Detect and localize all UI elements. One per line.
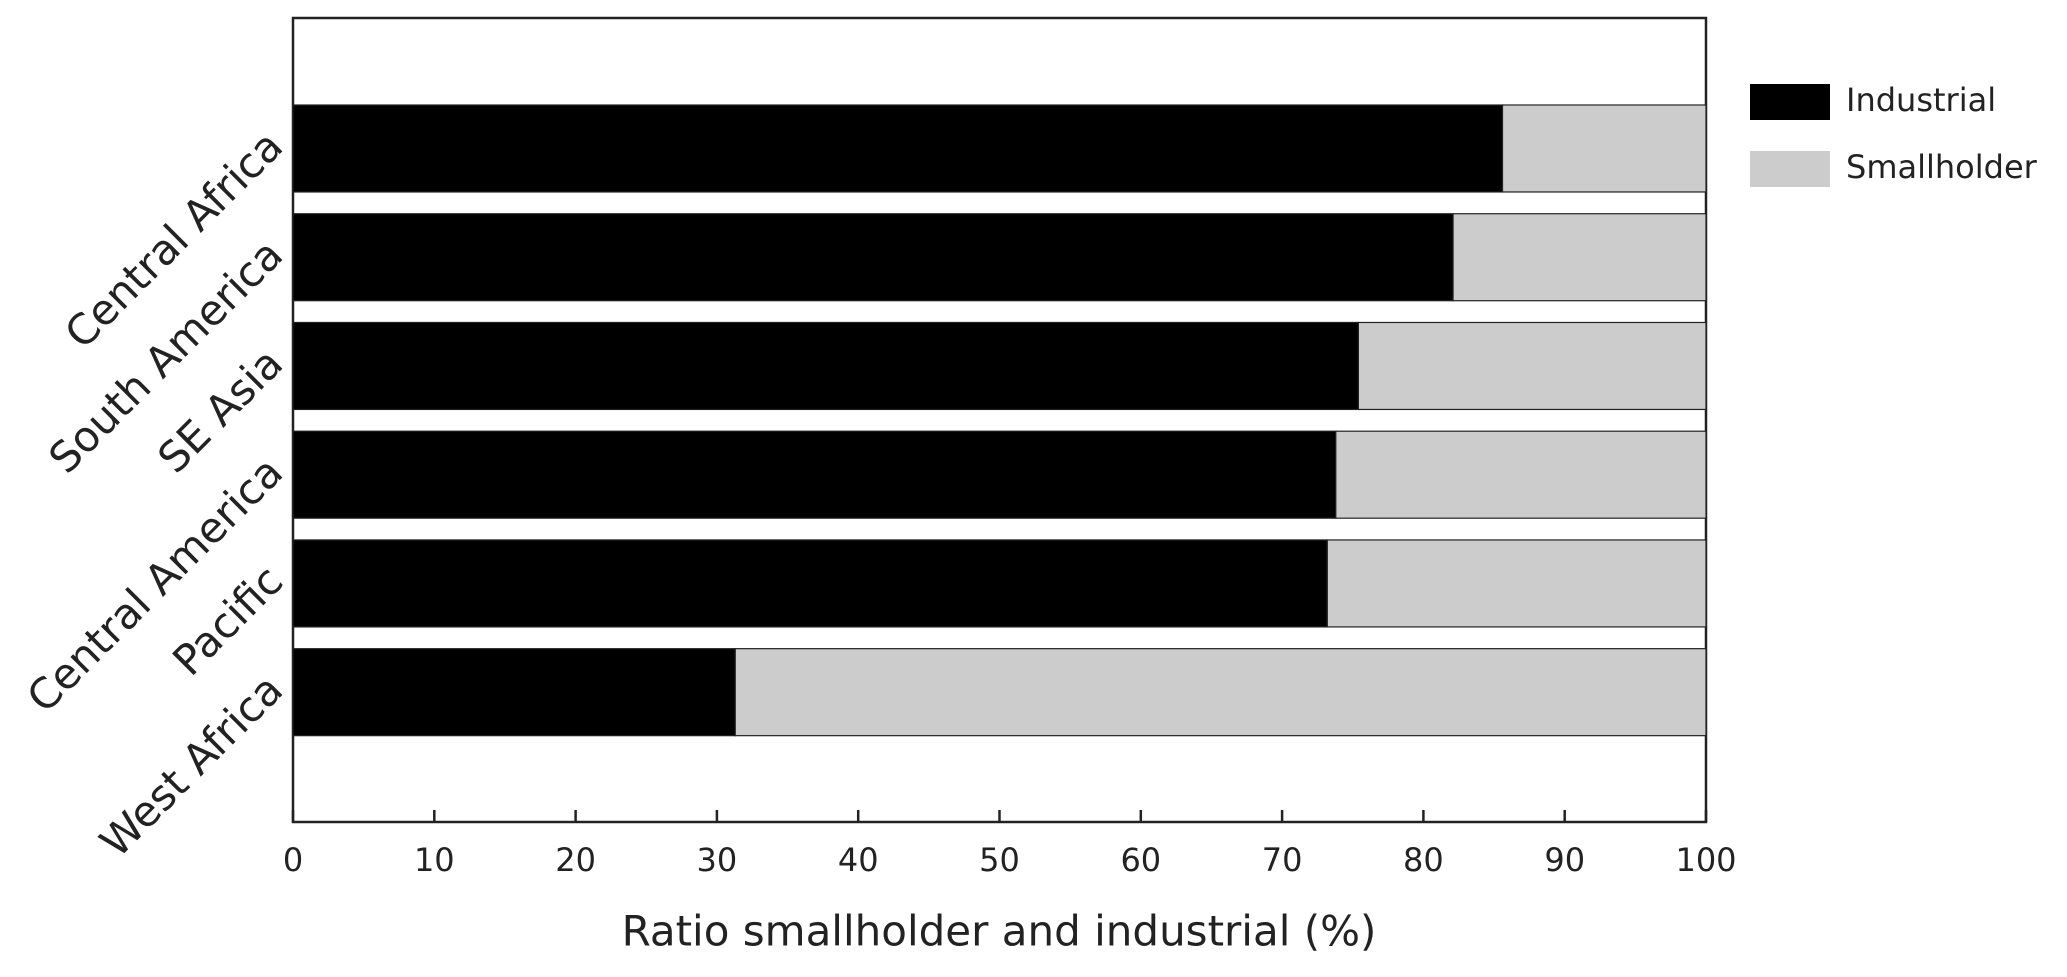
x-tick-label: 70 — [1262, 841, 1303, 879]
x-tick-label: 60 — [1120, 841, 1161, 879]
x-tick-label: 0 — [283, 841, 303, 879]
legend-label: Industrial — [1846, 81, 1996, 119]
bar-segment — [292, 213, 1454, 302]
legend-swatch — [1750, 84, 1830, 120]
bar-segment — [1335, 430, 1707, 519]
bar-segment — [292, 539, 1328, 628]
legend-swatch — [1750, 151, 1830, 187]
x-tick-label: 40 — [838, 841, 879, 879]
bar-segment — [292, 104, 1504, 193]
bar-segment — [1326, 539, 1707, 628]
bar-segment — [292, 321, 1360, 411]
x-tick-label: 100 — [1675, 841, 1736, 879]
bar-segment — [1357, 321, 1707, 411]
x-tick-label: 90 — [1544, 841, 1585, 879]
bar-segment — [1501, 104, 1707, 193]
x-tick-label: 50 — [979, 841, 1020, 879]
x-tick-label: 80 — [1403, 841, 1444, 879]
x-tick-label: 20 — [555, 841, 596, 879]
bar-segment — [1452, 213, 1707, 302]
bar-segment — [292, 430, 1337, 519]
bar-segment — [734, 648, 1707, 737]
x-tick-label: 10 — [414, 841, 455, 879]
category-label: West Africa — [90, 665, 292, 867]
x-axis-title: Ratio smallholder and industrial (%) — [622, 907, 1377, 956]
legend-label: Smallholder — [1846, 148, 2038, 186]
bar-segment — [292, 648, 736, 737]
x-tick-label: 30 — [697, 841, 738, 879]
